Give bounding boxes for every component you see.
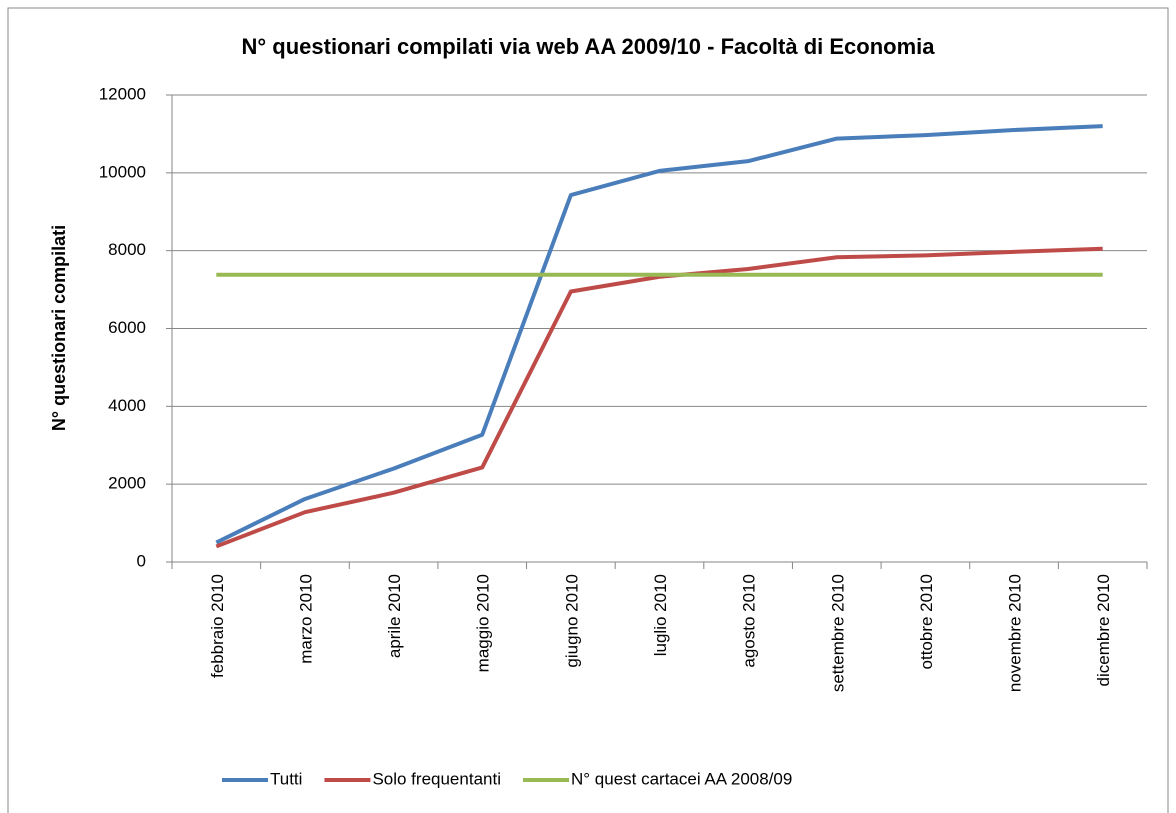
x-tick-label: agosto 2010 [740,574,759,668]
legend-label: Tutti [270,769,302,788]
y-tick-label: 2000 [108,474,146,493]
x-tick-label: aprile 2010 [385,574,404,658]
x-tick-label: febbraio 2010 [208,574,227,678]
series-line [215,124,1103,545]
x-tick-label: dicembre 2010 [1094,574,1113,686]
y-tick-label: 0 [137,551,146,570]
x-tick-label: luglio 2010 [651,574,670,656]
x-tick-label: settembre 2010 [828,574,847,692]
x-tick-label: giugno 2010 [562,574,581,668]
legend-label: Solo frequentanti [372,769,501,788]
y-tick-label: 12000 [99,84,146,103]
chart-frame [7,7,1169,813]
x-tick-label: novembre 2010 [1006,574,1025,692]
chart-title: N° questionari compilati via web AA 2009… [241,34,935,59]
y-tick-label: 8000 [108,240,146,259]
y-tick-label: 10000 [99,162,146,181]
x-tick-label: ottobre 2010 [917,574,936,669]
legend-label: N° quest cartacei AA 2008/09 [571,769,792,788]
y-tick-label: 4000 [108,396,146,415]
y-axis-label: N° questionari compilati [49,225,69,431]
x-tick-label: maggio 2010 [474,574,493,672]
x-tick-label: marzo 2010 [296,574,315,664]
y-tick-label: 6000 [108,318,146,337]
